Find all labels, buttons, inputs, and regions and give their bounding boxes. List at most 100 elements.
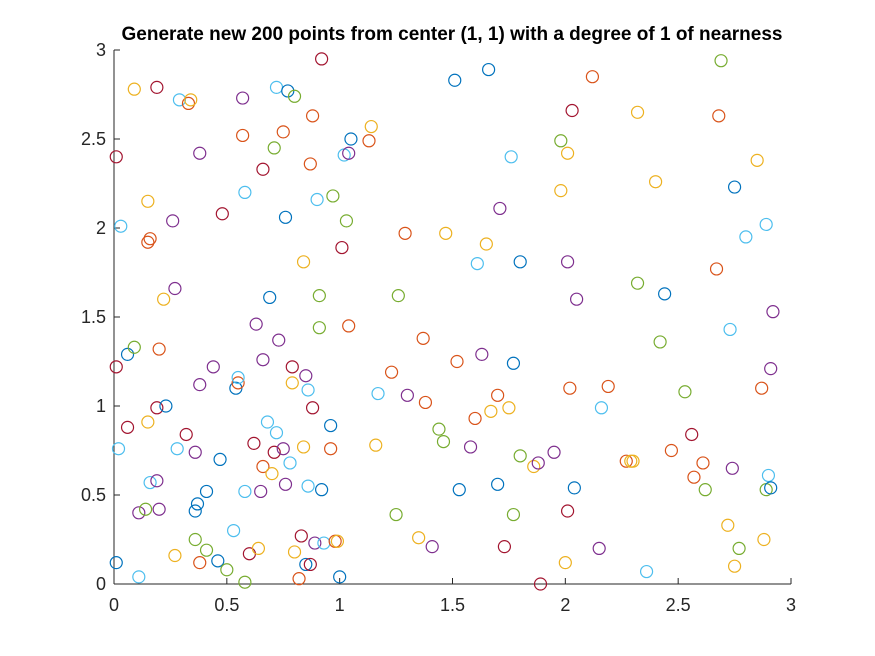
data-point — [168, 281, 182, 296]
x-tick-label: 3 — [786, 595, 796, 615]
data-point — [344, 132, 358, 146]
data-point — [193, 146, 207, 160]
data-point — [418, 395, 433, 410]
data-point — [369, 438, 383, 452]
data-point — [725, 461, 739, 475]
data-point — [468, 411, 482, 426]
data-point — [594, 401, 609, 415]
data-point — [249, 317, 263, 331]
data-point — [109, 556, 123, 570]
data-point — [398, 226, 412, 240]
data-point — [168, 548, 182, 563]
data-point — [416, 331, 430, 345]
data-point — [188, 532, 202, 547]
data-point — [761, 468, 776, 483]
data-point — [339, 214, 354, 228]
data-point — [687, 470, 701, 484]
data-point — [263, 290, 277, 305]
data-point — [256, 353, 270, 367]
data-point — [181, 96, 196, 111]
data-point — [364, 119, 378, 134]
data-point — [450, 354, 464, 369]
data-point — [324, 418, 338, 433]
data-point — [213, 452, 227, 466]
data-point — [227, 523, 241, 538]
data-point — [111, 442, 126, 456]
x-tick-label: 2.5 — [666, 595, 691, 615]
data-point — [170, 442, 184, 456]
data-point — [452, 483, 466, 497]
data-point — [285, 360, 299, 374]
data-point — [502, 401, 516, 415]
data-point — [317, 536, 331, 550]
data-point — [138, 502, 153, 516]
data-point — [150, 401, 164, 415]
data-point — [308, 536, 322, 550]
data-point — [278, 477, 293, 491]
data-point — [554, 184, 568, 198]
data-point — [484, 404, 498, 418]
data-point — [592, 541, 606, 556]
data-point — [152, 502, 166, 516]
data-point — [567, 481, 581, 495]
data-point — [653, 335, 667, 349]
data-point — [560, 504, 575, 518]
data-point — [269, 80, 284, 94]
data-point — [721, 518, 735, 532]
data-point — [276, 442, 290, 456]
data-point — [256, 459, 270, 474]
x-tick-label: 0.5 — [214, 595, 239, 615]
data-point — [463, 440, 478, 454]
y-tick-label: 1.5 — [81, 307, 106, 327]
data-points — [109, 52, 780, 591]
data-point — [554, 134, 568, 148]
data-point — [324, 442, 338, 456]
data-point — [152, 342, 166, 356]
data-point — [626, 454, 640, 468]
data-point — [141, 194, 155, 208]
data-point — [143, 232, 157, 246]
y-tick-label: 0.5 — [81, 485, 106, 505]
data-point — [254, 484, 268, 499]
data-point — [265, 467, 279, 481]
data-point — [475, 347, 489, 361]
data-point — [157, 292, 171, 306]
data-point — [497, 540, 512, 554]
data-point — [120, 347, 135, 361]
data-point — [315, 483, 329, 497]
data-point — [727, 180, 742, 194]
data-point — [506, 507, 521, 522]
data-point — [267, 141, 281, 155]
data-point — [150, 474, 164, 488]
data-point — [276, 125, 290, 139]
data-point — [335, 240, 349, 255]
data-point — [315, 52, 329, 66]
data-point — [658, 287, 672, 301]
data-point — [723, 322, 737, 337]
data-point — [412, 531, 426, 545]
data-point — [305, 401, 320, 415]
y-tick-label: 3 — [96, 40, 106, 60]
data-point — [558, 556, 572, 570]
data-point — [739, 230, 753, 244]
data-point — [712, 109, 726, 123]
data-point — [299, 369, 313, 383]
data-point — [193, 556, 207, 570]
data-point — [326, 189, 340, 203]
data-point — [109, 150, 123, 164]
data-point — [513, 255, 527, 269]
data-point — [565, 103, 579, 118]
y-tick-label: 1 — [96, 396, 106, 416]
data-point — [479, 237, 493, 251]
data-point — [755, 381, 769, 395]
data-point — [199, 484, 214, 499]
data-point — [709, 262, 724, 276]
data-point — [301, 383, 315, 397]
data-point — [648, 175, 663, 189]
data-point — [506, 356, 521, 370]
data-point — [287, 89, 302, 103]
data-point — [727, 559, 742, 573]
data-point — [303, 557, 317, 572]
data-point — [639, 564, 654, 579]
